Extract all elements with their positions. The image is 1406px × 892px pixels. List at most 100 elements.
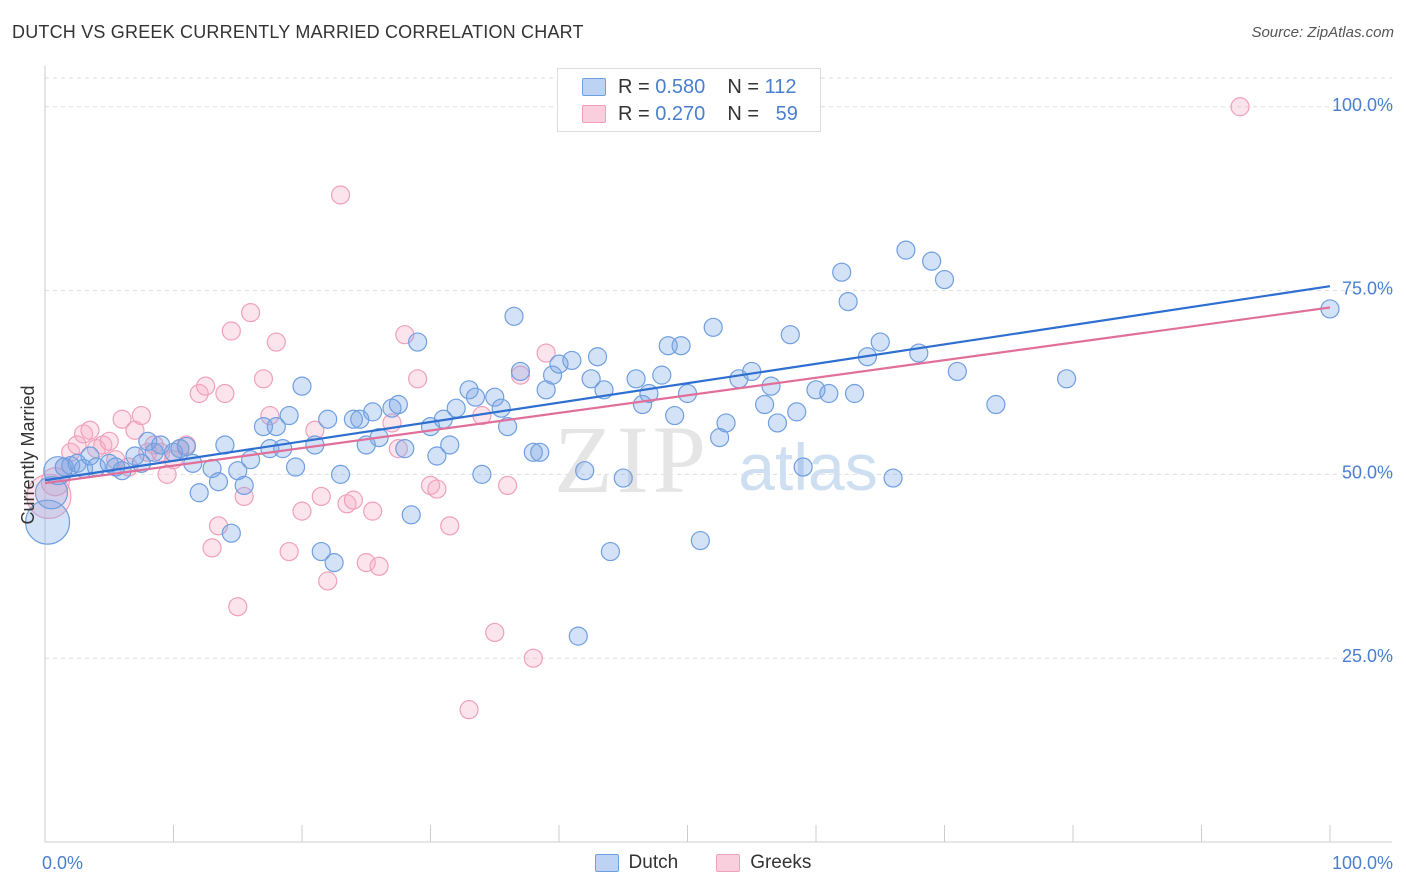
dutch-point-105 <box>896 240 916 260</box>
dutch-point-94 <box>780 325 800 345</box>
dutch-point-64 <box>523 442 543 462</box>
greeks-point-40 <box>337 494 357 514</box>
dutch-point-3 <box>54 457 74 477</box>
dutch-point-0 <box>24 499 71 545</box>
dutch-point-82 <box>665 405 685 426</box>
legend-dutch-n-label: N = <box>727 75 759 98</box>
dutch-point-103 <box>870 332 890 352</box>
greeks-point-27 <box>221 321 241 341</box>
greeks-point-32 <box>260 405 280 426</box>
greeks-point-43 <box>363 501 383 521</box>
greeks-point-38 <box>318 571 338 591</box>
dutch-point-35 <box>292 376 312 396</box>
greeks-point-44 <box>369 556 389 576</box>
dutch-point-97 <box>806 380 826 400</box>
dutch-point-33 <box>279 405 299 426</box>
dutch-point-44 <box>363 402 383 422</box>
greeks-point-58 <box>536 343 556 363</box>
watermark: ZIP atlas <box>554 406 878 513</box>
greeks-point-51 <box>440 516 460 536</box>
dutch-point-41 <box>343 409 363 429</box>
greeks-point-30 <box>241 303 261 323</box>
dutch-legend-swatch <box>594 854 619 872</box>
dutch-point-108 <box>934 269 955 290</box>
dutch-point-55 <box>446 398 466 418</box>
dutch-point-19 <box>176 436 196 457</box>
greeks-point-48 <box>408 369 428 389</box>
dutch-point-72 <box>581 369 601 389</box>
legend-greeks-n-label: N = <box>727 102 759 125</box>
dutch-point-31 <box>266 416 286 437</box>
dutch-point-37 <box>311 541 331 562</box>
legend-dutch-r-value: 0.580 <box>655 75 706 98</box>
dutch-point-59 <box>485 387 505 407</box>
grid-lines <box>45 77 1392 659</box>
greeks-point-46 <box>388 439 408 459</box>
dutch-point-40 <box>330 464 351 484</box>
dutch-point-62 <box>504 306 524 326</box>
greeks-point-11 <box>112 409 132 429</box>
greeks-point-55 <box>498 475 518 496</box>
dutch-point-100 <box>838 292 858 312</box>
legend-item-dutch[interactable]: Dutch <box>594 852 679 874</box>
stats-legend: R = 0.580 N = 112 R = 0.270 N = 59 <box>557 68 821 132</box>
dutch-point-93 <box>767 413 788 433</box>
dutch-point-49 <box>401 505 421 525</box>
dutch-point-85 <box>690 530 710 551</box>
greeks-point-39 <box>330 185 351 205</box>
dutch-point-86 <box>703 317 723 337</box>
greeks-points <box>26 97 1250 720</box>
greeks-point-57 <box>523 648 543 668</box>
dutch-point-88 <box>716 413 736 433</box>
dutch-point-67 <box>542 365 563 385</box>
dutch-point-71 <box>575 461 595 481</box>
legend-item-dutch-label: Dutch <box>628 852 679 873</box>
greeks-point-34 <box>279 541 299 562</box>
greeks-point-23 <box>196 376 216 396</box>
greeks-point-33 <box>266 332 286 352</box>
x-tick-label-min: 0.0% <box>42 853 83 873</box>
legend-dutch-n-value: 112 <box>764 75 797 98</box>
x-tick-label-max: 100.0% <box>1332 853 1393 873</box>
y-axis-title: Currently Married <box>18 385 38 524</box>
dutch-point-12 <box>125 446 145 466</box>
greeks-point-28 <box>228 597 248 617</box>
dutch-point-73 <box>587 347 608 367</box>
y-tick-label-25: 25.0% <box>1342 646 1393 666</box>
y-tick-label-50: 50.0% <box>1342 462 1393 482</box>
legend-row-greeks: R = 0.270 N = 59 <box>582 102 798 126</box>
y-tick-label-75: 75.0% <box>1342 279 1393 299</box>
dutch-point-47 <box>388 394 408 415</box>
dutch-point-75 <box>600 541 621 562</box>
greeks-legend-swatch <box>716 854 741 872</box>
dutch-point-83 <box>671 336 691 356</box>
series-legend: Dutch Greeks <box>0 852 1406 874</box>
dutch-point-54 <box>440 435 460 455</box>
greeks-point-37 <box>311 486 331 507</box>
legend-item-greeks[interactable]: Greeks <box>716 852 811 874</box>
greeks-point-42 <box>356 553 376 573</box>
dutch-point-109 <box>947 361 967 382</box>
greeks-point-6 <box>80 420 100 440</box>
greeks-point-16 <box>144 435 164 455</box>
dutch-point-69 <box>562 350 582 371</box>
watermark-zip: ZIP <box>554 406 710 513</box>
greeks-point-52 <box>459 700 479 720</box>
dutch-point-14 <box>138 431 158 451</box>
dutch-point-96 <box>793 457 813 477</box>
dutch-point-70 <box>568 626 588 646</box>
greeks-point-41 <box>343 490 363 510</box>
dutch-point-25 <box>221 523 241 543</box>
dutch-point-77 <box>626 369 646 389</box>
axes <box>44 66 1392 843</box>
dutch-point-104 <box>883 468 903 488</box>
chart-title: DUTCH VS GREEK CURRENTLY MARRIED CORRELA… <box>12 22 584 42</box>
dutch-point-39 <box>324 553 344 573</box>
dutch-points <box>24 240 1340 646</box>
dutch-point-61 <box>498 416 518 437</box>
greeks-point-31 <box>253 369 274 389</box>
dutch-point-68 <box>549 354 569 374</box>
dutch-point-10 <box>106 457 126 477</box>
legend-greeks-r-label: R = <box>618 102 650 125</box>
